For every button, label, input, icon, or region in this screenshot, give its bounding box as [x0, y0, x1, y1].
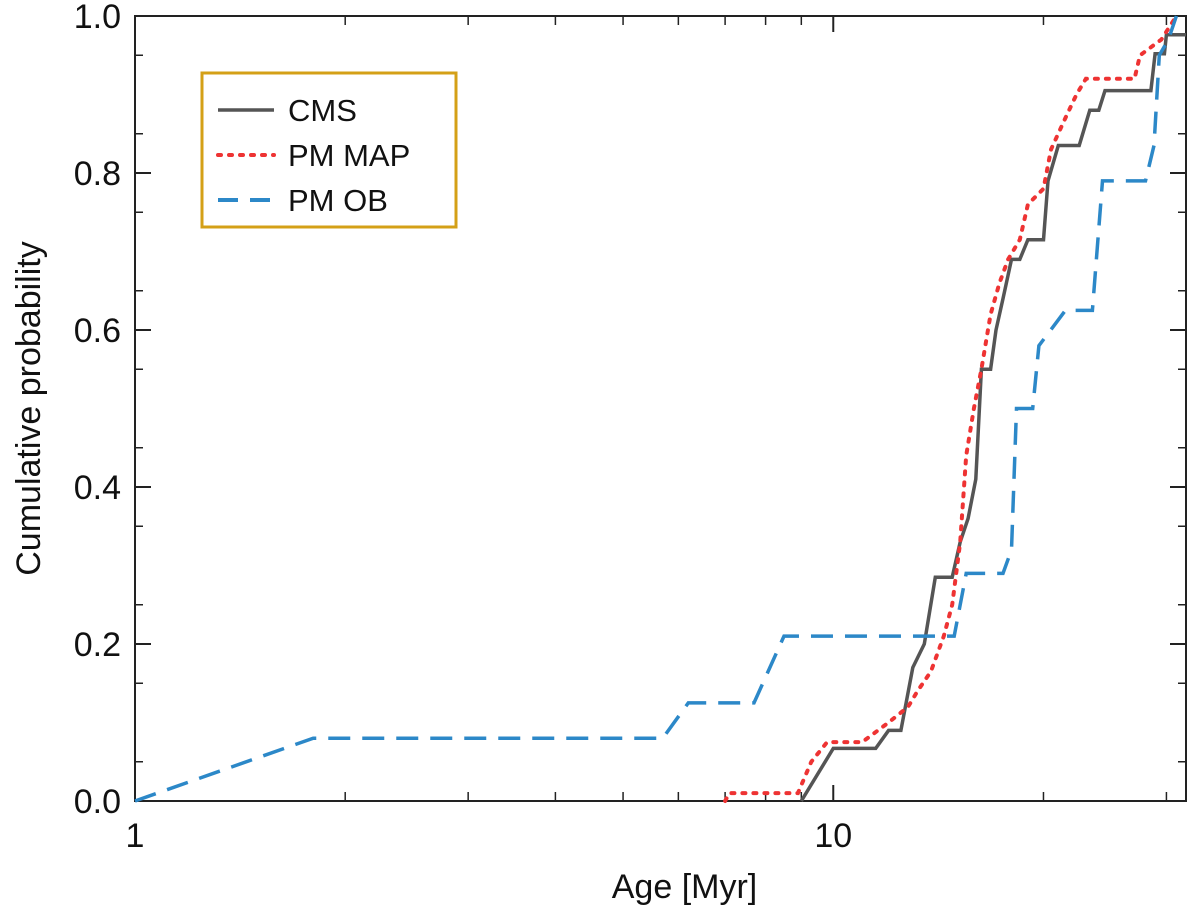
y-tick-label: 0.4 — [74, 469, 121, 507]
series-line-pm-map — [723, 14, 1179, 803]
y-tick-label: 0.8 — [74, 155, 121, 193]
legend-label-cms: CMS — [288, 93, 357, 128]
y-tick-label: 0.0 — [74, 783, 121, 821]
y-tick-label: 0.2 — [74, 626, 121, 664]
legend: CMS PM MAP PM OB — [200, 71, 458, 229]
legend-label-pm-ob: PM OB — [288, 183, 388, 218]
x-tick-label: 1 — [126, 817, 145, 855]
y-tick-label: 1.0 — [74, 0, 121, 36]
plot-axes: 0.0 0.2 0.4 0.6 0.8 1.0 1 10 Age [Myr] Cumulative… — [10, 0, 1187, 906]
series-line-cms — [799, 33, 1186, 802]
series-line-pm-ob — [134, 15, 1179, 803]
plot-frame — [134, 15, 1187, 802]
legend-label-pm-map: PM MAP — [288, 138, 410, 173]
y-tick-label: 0.6 — [74, 312, 121, 350]
x-axis-title: Age [Myr] — [612, 868, 757, 906]
series-layer — [134, 14, 1186, 803]
y-axis-title: Cumulative probability — [10, 241, 48, 576]
legend-box — [200, 71, 458, 229]
x-tick-label: 10 — [814, 817, 852, 855]
